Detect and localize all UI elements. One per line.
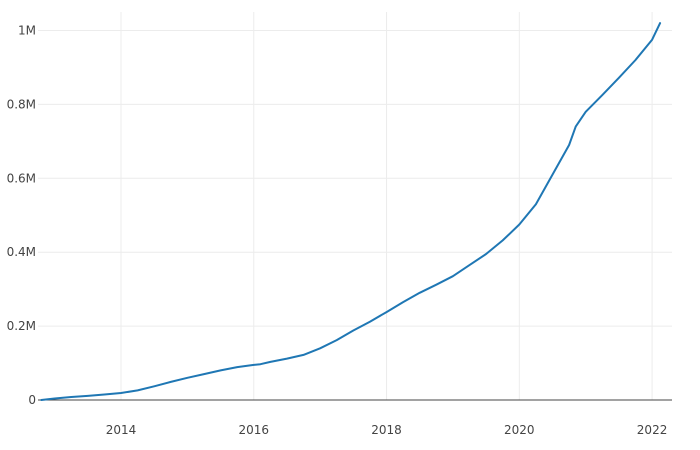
y-tick-label: 0.6M: [7, 171, 36, 185]
y-tick-label: 1M: [18, 23, 36, 37]
x-tick-label: 2014: [106, 423, 137, 437]
axes: 0 0.2M 0.4M 0.6M 0.8M 1M 2014 2016 2018 2020 2022: [7, 23, 672, 437]
y-tick-label: 0.4M: [7, 245, 36, 259]
x-tick-label: 2016: [238, 423, 269, 437]
x-tick-label: 2020: [504, 423, 535, 437]
series-layer: [40, 22, 662, 401]
y-tick-label: 0: [28, 393, 36, 407]
y-tick-label: 0.2M: [7, 319, 36, 333]
gridlines: [38, 12, 672, 400]
x-tick-label: 2022: [637, 423, 668, 437]
x-tick-label: 2018: [371, 423, 402, 437]
y-tick-label: 0.8M: [7, 97, 36, 111]
series-line: [40, 22, 662, 401]
